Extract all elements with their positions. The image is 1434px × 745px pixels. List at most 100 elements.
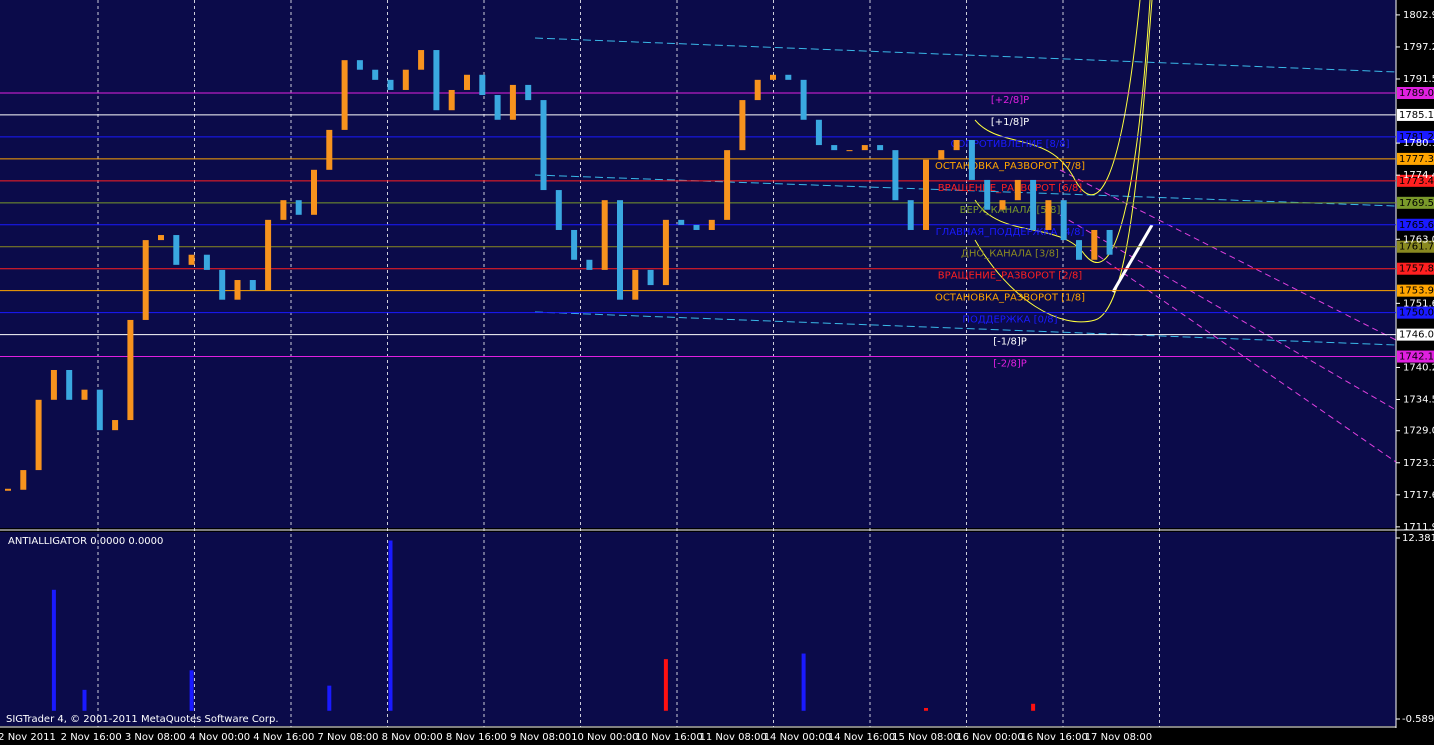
price-label: 1750.00	[1399, 308, 1434, 319]
candle-body	[356, 60, 363, 70]
channel-line	[1059, 169, 1397, 341]
candle-body	[402, 69, 409, 90]
candle-body	[372, 69, 379, 80]
candle-body	[387, 79, 394, 90]
price-label: 1753.91	[1399, 286, 1434, 297]
y-tick-label: 1780.15	[1403, 138, 1434, 149]
indicator-bar	[189, 670, 194, 711]
y-tick-label: 1797.25	[1403, 42, 1434, 53]
indicator-bar	[1031, 703, 1036, 711]
x-tick-label: 10 Nov 16:00	[635, 732, 702, 743]
candle-body	[112, 420, 119, 431]
price-label-box	[1397, 284, 1434, 297]
candle-body	[739, 100, 746, 151]
y-tick-label: 1734.55	[1403, 395, 1434, 406]
price-label: 1765.63	[1399, 220, 1434, 231]
candle-body	[877, 145, 884, 151]
price-label-box	[1397, 240, 1434, 253]
price-label: 1757.81	[1399, 264, 1434, 275]
x-tick-label: 11 Nov 08:00	[699, 732, 766, 743]
candle-body	[815, 119, 822, 146]
footer: SIGTrader 4, © 2001-2011 MetaQuotes Soft…	[6, 714, 279, 725]
candles	[5, 50, 1113, 491]
candle-body	[66, 369, 73, 400]
price-label: 1781.25	[1399, 132, 1434, 143]
price-label-box	[1397, 218, 1434, 231]
candle-body	[968, 140, 975, 180]
candle-body	[601, 200, 608, 270]
candle-body	[1030, 179, 1037, 230]
level-tag: [-1/8]P	[993, 337, 1027, 348]
x-tick-label: 4 Nov 16:00	[253, 732, 314, 743]
x-tick-label: 3 Nov 08:00	[125, 732, 186, 743]
candle-body	[1091, 229, 1098, 260]
grid	[97, 0, 1160, 727]
y-tick-label: 1729.00	[1403, 426, 1434, 437]
candle-body	[326, 129, 333, 170]
candle-body	[1076, 240, 1082, 260]
indicator-panel	[0, 532, 1396, 726]
drawings	[534, 0, 1397, 463]
candle-body	[219, 269, 226, 300]
candle-body	[311, 169, 317, 215]
candle-body	[158, 235, 164, 241]
axes: 1802.95 1797.25 1791.55 1780.15 1774.45 1763.…	[0, 10, 1434, 743]
x-tick-label: 9 Nov 08:00	[510, 732, 571, 743]
candle-body	[923, 159, 929, 230]
price-label-box	[1397, 152, 1434, 165]
candle-body	[509, 84, 516, 120]
y-tick-label: 1711.90	[1403, 522, 1434, 533]
indicator-bar	[924, 707, 928, 711]
candle-body	[984, 179, 991, 210]
candle-body	[1060, 200, 1067, 241]
candle-body	[617, 200, 623, 300]
candle-body	[678, 219, 685, 225]
indicator	[51, 540, 1036, 711]
indicator-bar	[388, 540, 393, 711]
price-label-box	[1397, 328, 1434, 341]
candle-body	[35, 399, 42, 471]
candle-body	[1106, 229, 1113, 255]
y-tick-label: 1751.65	[1403, 298, 1434, 309]
price-label-box	[1397, 130, 1434, 143]
x-tick-label: 17 Nov 08:00	[1085, 732, 1152, 743]
candle-body	[433, 50, 440, 111]
channel-line	[1089, 249, 1397, 463]
y-tick-label: -0.5896	[1402, 714, 1434, 725]
candle-body	[464, 74, 470, 90]
regression-curve	[974, 0, 1151, 263]
candle-body	[999, 200, 1006, 210]
level-tag: [+2/8]P	[991, 95, 1029, 106]
level-tag: ДНО_КАНАЛА [3/8]	[961, 249, 1059, 260]
candle-body	[127, 319, 134, 421]
candle-body	[1045, 200, 1052, 230]
level-tag: ОСТАНОВКА_РАЗВОРОТ [1/8]	[935, 293, 1085, 304]
candle-body	[448, 89, 455, 111]
candle-body	[831, 145, 838, 151]
candle-body	[754, 79, 761, 101]
candle-body	[295, 200, 302, 215]
x-tick-label: 4 Nov 00:00	[189, 732, 250, 743]
candle-body	[173, 235, 180, 265]
level-tag: ГЛАВНАЯ_ПОДДЕРЖКА [4/8]	[936, 227, 1085, 238]
price-label: 1742.19	[1399, 352, 1434, 363]
candle-body	[953, 140, 960, 151]
price-label: 1761.72	[1399, 242, 1434, 253]
y-tick-label: 1763.05	[1403, 234, 1434, 245]
candle-body	[479, 74, 486, 96]
price-label: 1746.09	[1399, 330, 1434, 341]
candle-body	[265, 219, 272, 291]
price-label: 1789.06	[1399, 88, 1434, 99]
price-label-box	[1397, 87, 1434, 100]
indicator-title: ANTIALLIGATOR 0.0000 0.0000	[8, 536, 163, 547]
candle-body	[800, 79, 807, 120]
candle-body	[861, 145, 868, 151]
x-tick-label: 16 Nov 00:00	[956, 732, 1023, 743]
candle-body	[81, 389, 88, 400]
y-tick-label: 1717.60	[1403, 490, 1434, 501]
candle-body	[525, 84, 532, 101]
price-label-box	[1397, 306, 1434, 319]
y-tick-label: 1774.45	[1403, 170, 1434, 181]
